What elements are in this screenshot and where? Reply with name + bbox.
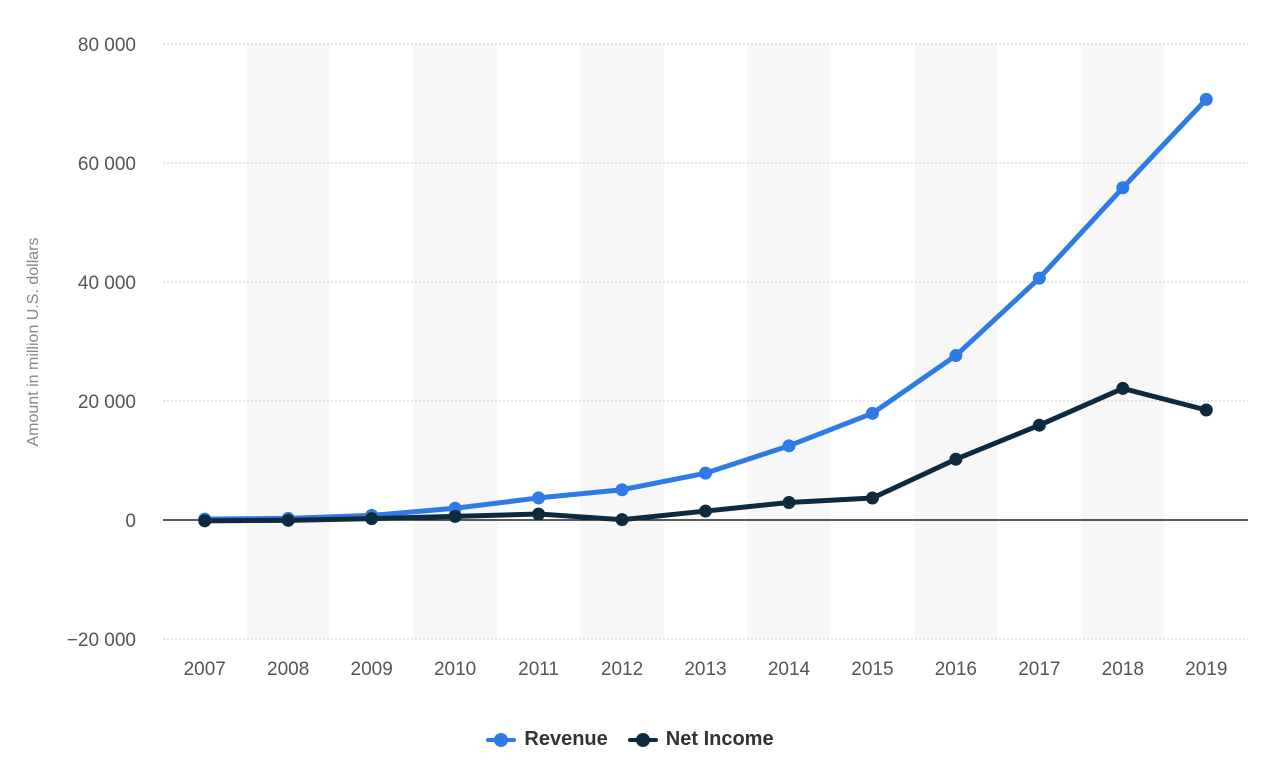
data-point-net-income-2017 <box>1032 418 1046 432</box>
data-point-net-income-2010 <box>448 509 462 523</box>
legend: Revenue Net Income <box>0 728 1260 751</box>
x-tick-label: 2018 <box>1102 659 1144 680</box>
y-tick-label: 80 000 <box>78 35 136 56</box>
band-2012 <box>580 44 664 639</box>
series-line-revenue <box>202 96 1209 522</box>
data-point-revenue-2011 <box>532 491 546 505</box>
data-point-revenue-2017 <box>1032 271 1046 285</box>
x-tick-label: 2019 <box>1185 659 1227 680</box>
data-point-net-income-2011 <box>532 507 546 521</box>
data-point-net-income-2009 <box>365 512 379 526</box>
x-tick-label: 2014 <box>768 659 811 680</box>
data-point-net-income-2015 <box>865 491 879 505</box>
data-point-revenue-2018 <box>1116 181 1130 195</box>
data-point-net-income-2014 <box>782 496 796 510</box>
data-point-net-income-2016 <box>949 452 963 466</box>
data-point-revenue-2019 <box>1199 92 1213 106</box>
band-2008 <box>246 44 330 639</box>
band-2016 <box>914 44 998 639</box>
background-bands <box>246 44 1165 639</box>
x-tick-label: 2008 <box>267 659 309 680</box>
legend-item-net-income[interactable]: Net Income <box>627 728 774 751</box>
y-tick-label: 0 <box>125 511 136 532</box>
y-tick-label: 60 000 <box>78 154 136 175</box>
x-tick-label: 2012 <box>601 659 643 680</box>
y-axis-title: Amount in million U.S. dollars <box>25 238 42 447</box>
data-point-revenue-2014 <box>782 439 796 453</box>
data-point-revenue-2012 <box>615 483 629 497</box>
y-tick-label: 20 000 <box>78 392 136 413</box>
x-tick-label: 2015 <box>851 659 893 680</box>
x-tick-label: 2011 <box>518 659 559 680</box>
data-point-revenue-2013 <box>699 466 712 480</box>
series-layer <box>198 92 1213 528</box>
y-tick-label: −20 000 <box>67 630 136 651</box>
data-point-revenue-2015 <box>865 406 879 420</box>
legend-item-revenue[interactable]: Revenue <box>486 728 608 751</box>
legend-label-net-income: Net Income <box>665 728 774 750</box>
y-tick-label: 40 000 <box>78 273 136 294</box>
band-2010 <box>413 44 497 639</box>
legend-label-revenue: Revenue <box>524 728 608 750</box>
band-2014 <box>747 44 831 639</box>
x-tick-label: 2009 <box>351 659 393 680</box>
data-point-net-income-2018 <box>1116 381 1130 395</box>
x-tick-label: 2010 <box>434 659 476 680</box>
data-point-net-income-2008 <box>281 513 295 527</box>
data-point-net-income-2019 <box>1199 403 1213 417</box>
series-line-net-income <box>202 385 1209 524</box>
data-point-revenue-2016 <box>949 349 963 363</box>
data-point-net-income-2007 <box>198 514 212 528</box>
net-income-swatch-icon <box>627 732 658 747</box>
data-point-net-income-2012 <box>615 513 629 527</box>
x-tick-label: 2017 <box>1018 659 1060 680</box>
x-tick-label: 2007 <box>184 659 226 680</box>
x-axis-ticks: 2007 2008 2009 2010 2011 2012 2013 2014 2015 2016… <box>184 659 1228 680</box>
y-axis-ticks: −20 000 0 20 000 40 000 60 000 80 000 <box>67 35 136 651</box>
x-tick-label: 2016 <box>935 659 977 680</box>
x-tick-label: 2013 <box>684 659 726 680</box>
data-point-net-income-2013 <box>699 504 712 518</box>
revenue-swatch-icon <box>486 732 517 747</box>
band-2018 <box>1081 44 1165 639</box>
